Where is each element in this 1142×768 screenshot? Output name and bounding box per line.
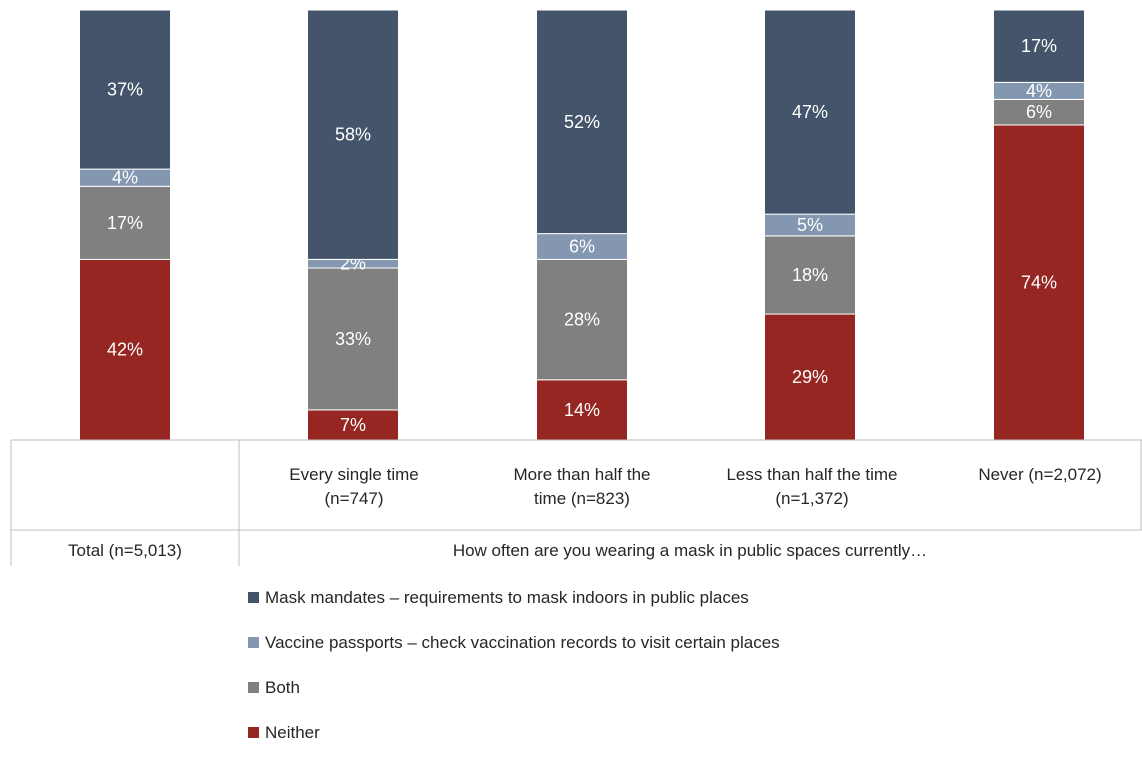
legend-swatch	[248, 637, 259, 648]
data-label: 5%	[797, 215, 823, 235]
legend-label: Mask mandates – requirements to mask ind…	[265, 588, 749, 607]
legend-swatch	[248, 727, 259, 738]
category-label-never: Never (n=2,072)	[978, 465, 1102, 484]
category-label-line: time (n=823)	[534, 489, 630, 508]
bar-total-both	[79, 185, 171, 260]
bar-every-single-time-mask-mandates	[307, 9, 399, 260]
data-label: 42%	[107, 340, 143, 360]
bar-more-than-half-mask-mandates	[536, 9, 628, 235]
legend-swatch	[248, 682, 259, 693]
bar-less-than-half-mask-mandates	[764, 9, 856, 215]
data-label: 29%	[792, 367, 828, 387]
legend-label: Both	[265, 678, 300, 697]
data-label: 17%	[1021, 36, 1057, 56]
bar-total-neither	[79, 258, 171, 441]
legend-item-both: Both	[248, 678, 780, 700]
bar-more-than-half-both	[536, 258, 628, 381]
category-label-line: Less than half the time	[726, 465, 898, 484]
data-label: 17%	[107, 213, 143, 233]
legend-item-mask-mandates: Mask mandates – requirements to mask ind…	[248, 588, 780, 610]
data-label: 4%	[1026, 81, 1052, 101]
category-label-less-than-half: Less than half the time (n=1,372)	[684, 463, 940, 511]
legend-label: Neither	[265, 723, 320, 742]
stacked-bar-chart: 42%17%4%37%7%33%2%58%14%28%6%52%29%18%5%…	[10, 9, 1142, 566]
bar-less-than-half-both	[764, 235, 856, 315]
legend-label: Vaccine passports – check vaccination re…	[265, 633, 780, 652]
category-label-line: (n=1,372)	[775, 489, 849, 508]
category-label-line: More than half the	[513, 465, 651, 484]
data-label: 74%	[1021, 272, 1057, 292]
data-label: 37%	[107, 80, 143, 100]
data-label: 28%	[564, 310, 600, 330]
legend-item-neither: Neither	[248, 723, 780, 745]
bar-total-mask-mandates	[79, 9, 171, 170]
data-label: 6%	[1026, 102, 1052, 122]
category-group-label: How often are you wearing a mask in publ…	[452, 541, 928, 560]
category-label-line: (n=747)	[324, 489, 384, 508]
bar-every-single-time-neither	[307, 409, 399, 441]
category-label-line: Every single time	[289, 465, 419, 484]
bar-more-than-half-vaccine-passports	[536, 233, 628, 260]
bar-less-than-half-neither	[764, 313, 856, 441]
bar-never-mask-mandates	[993, 9, 1085, 83]
category-label-total: Total (n=5,013)	[68, 541, 182, 560]
category-label-every-single-time: Every single time (n=747)	[240, 463, 468, 511]
data-label: 7%	[340, 415, 366, 435]
legend-item-vaccine-passports: Vaccine passports – check vaccination re…	[248, 633, 780, 655]
data-label: 52%	[564, 112, 600, 132]
data-label: 4%	[112, 168, 138, 188]
data-label: 47%	[792, 102, 828, 122]
bars-layer: 42%17%4%37%7%33%2%58%14%28%6%52%29%18%5%…	[79, 9, 1085, 441]
legend-swatch	[248, 592, 259, 603]
data-label: 58%	[335, 125, 371, 145]
legend: Mask mandates – requirements to mask ind…	[248, 588, 780, 768]
data-label: 18%	[792, 265, 828, 285]
bar-every-single-time-both	[307, 267, 399, 411]
data-label: 6%	[569, 237, 595, 257]
bar-more-than-half-neither	[536, 379, 628, 441]
data-label: 33%	[335, 329, 371, 349]
data-label: 14%	[564, 400, 600, 420]
category-label-more-than-half: More than half the time (n=823)	[468, 463, 696, 511]
